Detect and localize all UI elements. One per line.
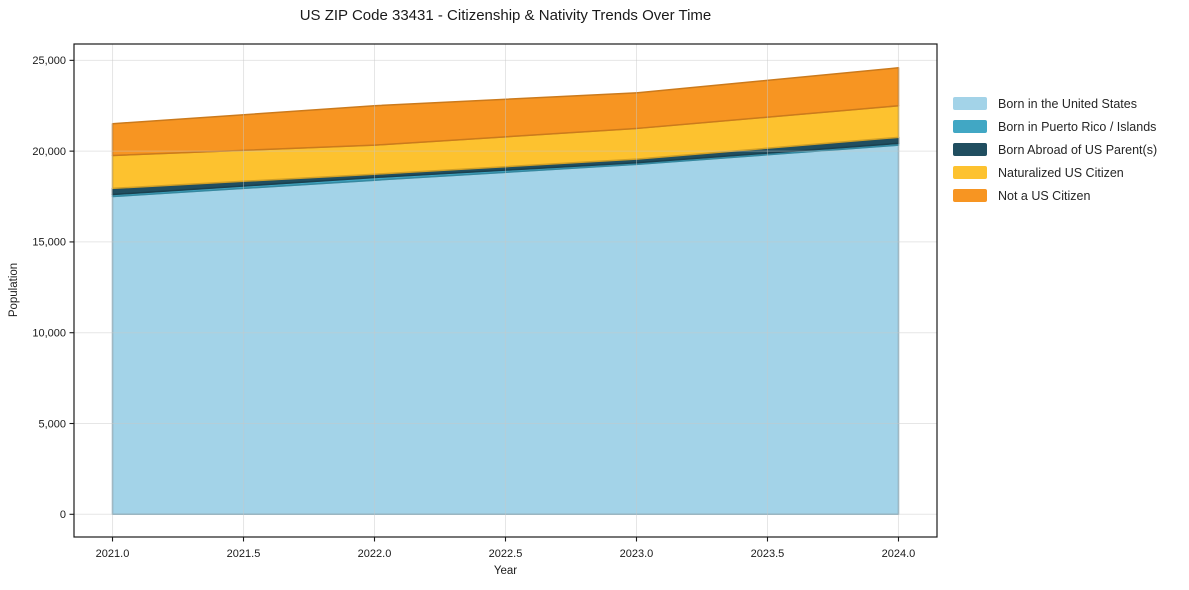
legend-swatch-icon xyxy=(953,166,987,179)
x-tick-label: 2023.5 xyxy=(751,548,785,560)
legend-item-naturalized-us-citizen: Naturalized US Citizen xyxy=(953,165,1157,180)
legend-item-born-in-the-united-states: Born in the United States xyxy=(953,96,1157,111)
chart-title: US ZIP Code 33431 - Citizenship & Nativi… xyxy=(299,7,712,24)
legend-swatch-icon xyxy=(953,97,987,110)
x-tick-label: 2022.5 xyxy=(489,548,523,560)
x-tick-label: 2024.0 xyxy=(882,548,916,560)
legend-swatch-icon xyxy=(953,189,987,202)
legend-label: Naturalized US Citizen xyxy=(998,165,1124,180)
y-tick-label: 15,000 xyxy=(32,237,66,249)
legend-label: Born in Puerto Rico / Islands xyxy=(998,119,1157,134)
legend-swatch-icon xyxy=(953,120,987,133)
x-tick-label: 2021.0 xyxy=(96,548,130,560)
legend: Born in the United States Born in Puerto … xyxy=(953,96,1158,203)
x-tick-label: 2021.5 xyxy=(227,548,261,560)
y-tick-label: 25,000 xyxy=(32,55,66,67)
y-tick-label: 0 xyxy=(60,509,66,521)
legend-item-born-in-puerto-rico-islands: Born in Puerto Rico / Islands xyxy=(953,119,1157,134)
legend-label: Not a US Citizen xyxy=(998,188,1091,203)
y-tick-label: 10,000 xyxy=(32,328,66,340)
x-tick-label: 2022.0 xyxy=(358,548,392,560)
legend-label: Born Abroad of US Parent(s) xyxy=(998,142,1158,157)
legend-label: Born in the United States xyxy=(998,96,1137,111)
x-tick-label: 2023.0 xyxy=(620,548,654,560)
legend-swatch-icon xyxy=(953,143,987,156)
x-axis-label: Year xyxy=(493,565,518,577)
y-tick-label: 20,000 xyxy=(32,146,66,158)
legend-item-born-abroad-of-us-parent-s: Born Abroad of US Parent(s) xyxy=(953,142,1158,157)
y-tick-label: 5,000 xyxy=(38,418,66,430)
area-not-a-us-citizen xyxy=(111,67,900,157)
legend-item-not-a-us-citizen: Not a US Citizen xyxy=(953,188,1157,203)
